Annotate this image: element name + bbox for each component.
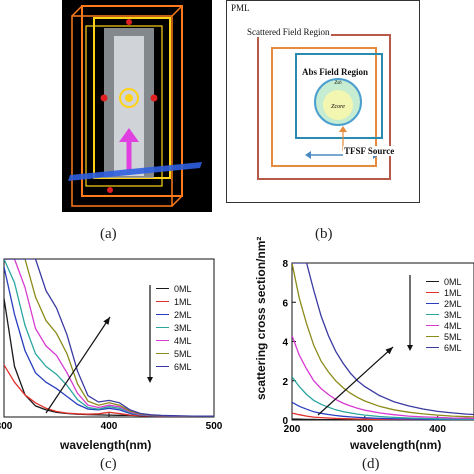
core-label: Zcore <box>331 104 345 110</box>
trend-arrow <box>45 316 111 414</box>
legend-swatch <box>156 366 169 367</box>
legend-item-6ML: 6ML <box>156 360 192 373</box>
chart-d: 200 300 400 0 2 4 6 8 <box>282 259 474 435</box>
y-tick-label: 8 <box>282 259 288 270</box>
series-line-6ML <box>4 259 214 417</box>
legend-label: 6ML <box>444 342 462 353</box>
legend-swatch <box>426 347 439 348</box>
series-line-4ML <box>292 335 474 420</box>
x-tick-label: 500 <box>206 421 223 432</box>
legend-swatch <box>156 301 169 302</box>
legend-label: 4ML <box>444 320 462 331</box>
legend-item-2ML: 2ML <box>156 308 192 321</box>
legend-swatch <box>156 353 169 354</box>
abs-field-label: Abs Field Region <box>302 67 369 77</box>
tfsf-source-label: TFSF Source <box>343 146 396 156</box>
chart-c-xlabel: wavelength(nm) <box>60 438 152 452</box>
legend-item-6ML: 6ML <box>426 342 462 353</box>
source-arrow-head <box>339 126 347 132</box>
x-tick-label: 300 <box>0 421 13 432</box>
legend-c: 0ML 1ML 2ML 3ML 4ML 5ML 6ML <box>156 282 192 373</box>
legend-label: 1ML <box>174 296 192 307</box>
legend-item-5ML: 5ML <box>156 347 192 360</box>
chart-d-ylabel: scattering cross section/nm² <box>254 236 268 400</box>
legend-item-5ML: 5ML <box>426 331 462 342</box>
legend-label: 4ML <box>174 335 192 346</box>
simulation-geometry-render <box>62 0 212 212</box>
x-tick-label: 400 <box>101 421 118 432</box>
y-tick-label: 0 <box>282 416 288 427</box>
x-tick-label: 300 <box>356 424 373 435</box>
tfsf-region <box>271 47 377 167</box>
legend-label: 6ML <box>174 361 192 372</box>
legend-item-3ML: 3ML <box>426 309 462 320</box>
legend-item-0ML: 0ML <box>426 276 462 287</box>
legend-item-1ML: 1ML <box>426 287 462 298</box>
legend-swatch <box>426 336 439 337</box>
abs-field-region <box>295 53 383 139</box>
legend-swatch <box>156 340 169 341</box>
x-tick-label: 400 <box>429 424 446 435</box>
legend-item-4ML: 4ML <box>426 320 462 331</box>
y-tick-label: 6 <box>282 298 288 309</box>
legend-swatch <box>156 288 169 289</box>
legend-label: 0ML <box>174 283 192 294</box>
legend-swatch <box>426 292 439 293</box>
chart-c: 300 400 500 <box>0 258 223 432</box>
y-tick-label: 4 <box>282 338 288 349</box>
y-tick-label: 2 <box>282 377 288 388</box>
series-line-3ML <box>292 376 474 420</box>
legend-label: 1ML <box>444 287 462 298</box>
legend-label: 0ML <box>444 276 462 287</box>
series-line-5ML <box>292 263 474 418</box>
panel-c-caption: (c) <box>100 456 117 472</box>
legend-label: 2ML <box>174 309 192 320</box>
shell-label: Zsh <box>334 81 342 86</box>
trend-arrow-head <box>385 347 393 355</box>
legend-d: 0ML 1ML 2ML 3ML 4ML 5ML 6ML <box>426 276 462 353</box>
legend-label: 5ML <box>444 331 462 342</box>
simulation-geometry-drawing <box>68 5 202 207</box>
simulation-regions-diagram: PML Scattered Field Region Abs Field Reg… <box>226 0 420 203</box>
legend-label: 3ML <box>174 322 192 333</box>
panel-b-caption: (b) <box>315 226 333 242</box>
legend-label: 2ML <box>444 298 462 309</box>
legend-item-4ML: 4ML <box>156 334 192 347</box>
legend-swatch <box>426 325 439 326</box>
trend-arrow-head <box>103 317 110 325</box>
legend-label: 3ML <box>444 309 462 320</box>
panel-d-caption: (d) <box>362 456 380 472</box>
trend-arrow <box>317 346 394 416</box>
panel-a-caption: (a) <box>100 226 117 242</box>
legend-item-1ML: 1ML <box>156 295 192 308</box>
legend-label: 5ML <box>174 348 192 359</box>
legend-item-2ML: 2ML <box>426 298 462 309</box>
legend-swatch <box>426 303 439 304</box>
scattered-field-label: Scattered Field Region <box>245 27 332 37</box>
legend-item-0ML: 0ML <box>156 282 192 295</box>
series-line-6ML <box>292 263 474 416</box>
chart-d-xlabel: wavelength(nm) <box>350 438 442 452</box>
x-tick-label: 200 <box>284 424 301 435</box>
particle-and-source-drawing: Zsh Zcore <box>305 78 379 159</box>
pml-label: PML <box>231 3 250 13</box>
legend-item-3ML: 3ML <box>156 321 192 334</box>
legend-swatch <box>426 314 439 315</box>
legend-swatch <box>156 314 169 315</box>
legend-swatch <box>426 281 439 282</box>
legend-swatch <box>156 327 169 328</box>
